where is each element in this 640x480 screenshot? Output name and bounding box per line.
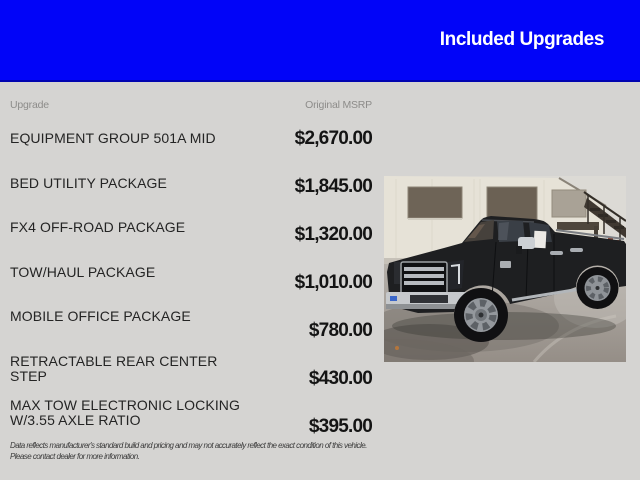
upgrade-price: $1,320.00	[294, 224, 373, 245]
upgrade-price: $430.00	[308, 368, 373, 389]
window-sticker	[533, 230, 547, 249]
disclaimer-line-1: Data reflects manufacturer's standard bu…	[10, 441, 367, 450]
truck	[386, 216, 626, 342]
vehicle-photo	[384, 176, 626, 362]
prices-column: $2,670.00 $1,845.00 $1,320.00 $1,010.00 $780…	[252, 128, 373, 465]
front-wheel	[454, 288, 508, 342]
upgrade-price: $2,670.00	[294, 128, 373, 149]
building-window	[486, 186, 538, 221]
upgrade-price: $1,845.00	[294, 176, 373, 197]
upgrades-panel: Upgrade Original MSRP EQUIPMENT GROUP 50…	[0, 82, 640, 480]
upgrade-label: EQUIPMENT GROUP 501A MID	[10, 130, 216, 146]
vehicle-photo-illustration	[384, 176, 626, 362]
upgrade-label: RETRACTABLE REAR CENTER STEP	[10, 352, 218, 384]
upgrade-price: $780.00	[308, 320, 373, 341]
upgrade-label: BED UTILITY PACKAGE	[10, 174, 167, 191]
column-header-msrp: Original MSRP	[305, 99, 372, 111]
upgrade-labels-column: EQUIPMENT GROUP 501A MID BED UTILITY PACK…	[10, 131, 252, 465]
fender-badge	[500, 261, 511, 268]
upgrade-label: FX4 OFF-ROAD PACKAGE	[10, 219, 186, 235]
rear-wheel	[576, 267, 619, 309]
included-upgrades-banner: Included Upgrades	[0, 0, 640, 82]
building-window	[407, 186, 463, 219]
table-rows: EQUIPMENT GROUP 501A MID BED UTILITY PACK…	[10, 128, 373, 465]
upgrade-label: TOW/HAUL PACKAGE	[10, 263, 156, 280]
disclaimer-line-2: Please contact dealer for more informati…	[10, 451, 140, 461]
table-header-row: Upgrade Original MSRP	[10, 82, 372, 112]
upgrade-label: MOBILE OFFICE PACKAGE	[10, 308, 191, 324]
upgrade-label: MAX TOW ELECTRONIC LOCKING W/3.55 AXLE R…	[10, 397, 241, 428]
building-window	[551, 189, 587, 218]
panel-title: Included Upgrades	[439, 29, 605, 50]
column-header-upgrade: Upgrade	[10, 99, 49, 111]
upgrade-price: $1,010.00	[294, 272, 373, 293]
running-board	[511, 287, 581, 302]
side-mirror	[518, 237, 535, 249]
upgrades-table: Upgrade Original MSRP EQUIPMENT GROUP 50…	[10, 82, 373, 465]
disclaimer-text: Data reflects manufacturer's standard bu…	[10, 441, 410, 462]
upgrade-price: $395.00	[308, 416, 373, 437]
